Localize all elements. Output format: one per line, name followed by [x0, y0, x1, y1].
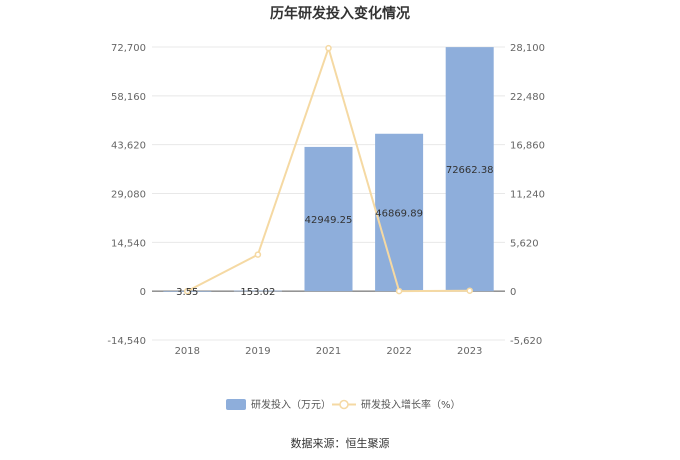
line-point [466, 287, 473, 294]
bar-data-label: 3.55 [176, 287, 198, 298]
source-text: 数据来源：恒生聚源 [291, 436, 390, 450]
y-left-tick-label: -14,540 [107, 336, 146, 347]
y-right-tick-label: 11,240 [510, 190, 545, 201]
y-left-tick-label: 43,620 [111, 141, 146, 152]
x-tick-label: 2021 [316, 346, 341, 357]
bar-data-label: 72662.38 [446, 165, 494, 176]
y-left-tick-label: 14,540 [111, 238, 146, 249]
legend-bar-swatch [226, 399, 246, 410]
chart-title: 历年研发投入变化情况 [270, 5, 410, 22]
legend-bar-label: 研发投入（万元） [251, 398, 331, 411]
right-axis: -5,620 0 5,620 11,240 16,860 22,480 28,100 [510, 43, 545, 347]
y-left-tick-label: 72,700 [111, 43, 146, 54]
legend-line-marker [339, 399, 349, 410]
bar-series [163, 47, 494, 292]
left-axis: -14,540 0 14,540 29,080 43,620 58,160 72,700 [107, 43, 146, 347]
y-right-tick-label: -5,620 [510, 336, 542, 347]
bar-data-label: 46869.89 [375, 208, 423, 219]
y-right-tick-label: 22,480 [510, 92, 545, 103]
x-axis: 2018 2019 2021 2022 2023 [175, 346, 483, 357]
x-tick-label: 2022 [386, 346, 411, 357]
y-right-tick-label: 0 [510, 287, 516, 298]
y-left-tick-label: 29,080 [111, 190, 146, 201]
bar-data-label: 153.02 [240, 287, 275, 298]
bar [304, 146, 353, 292]
y-right-tick-label: 16,860 [510, 141, 545, 152]
y-right-tick-label: 28,100 [510, 43, 545, 54]
legend: 研发投入（万元） 研发投入增长率（%） [226, 398, 461, 411]
y-right-tick-label: 5,620 [510, 238, 539, 249]
line-point [325, 44, 332, 52]
legend-line-label: 研发投入增长率（%） [361, 398, 461, 411]
x-tick-label: 2018 [175, 346, 200, 357]
line-series [184, 44, 473, 295]
bar-data-label: 42949.25 [305, 215, 353, 226]
y-left-tick-label: 0 [140, 287, 146, 298]
line-point [254, 251, 262, 258]
y-left-tick-label: 58,160 [111, 92, 146, 103]
x-tick-label: 2019 [245, 346, 270, 357]
line-point [395, 287, 403, 295]
x-tick-label: 2023 [457, 346, 482, 357]
bar [233, 290, 282, 292]
bar [445, 47, 494, 292]
data-labels: 3.55 153.02 42949.25 46869.89 72662.38 [176, 165, 493, 298]
line-point [184, 287, 191, 295]
bar [375, 133, 424, 292]
